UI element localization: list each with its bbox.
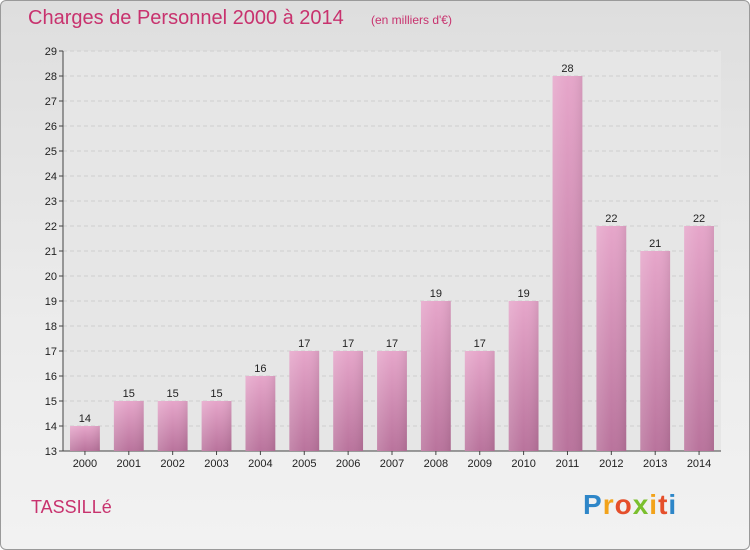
y-tick-label: 21 bbox=[45, 246, 57, 258]
data-label: 21 bbox=[649, 238, 661, 250]
bar-shine bbox=[464, 351, 495, 451]
x-tick-label: 2006 bbox=[336, 458, 360, 470]
bar-shine bbox=[640, 251, 671, 451]
logo-letter: o bbox=[614, 489, 633, 520]
data-label: 19 bbox=[517, 288, 529, 300]
data-label: 17 bbox=[474, 338, 486, 350]
data-label: 17 bbox=[298, 338, 310, 350]
x-tick-label: 2005 bbox=[292, 458, 316, 470]
y-tick-label: 17 bbox=[45, 346, 57, 358]
y-tick-label: 28 bbox=[45, 71, 57, 83]
data-label: 17 bbox=[386, 338, 398, 350]
bar-shine bbox=[552, 76, 583, 451]
y-tick-label: 16 bbox=[45, 371, 57, 383]
x-tick-label: 2002 bbox=[160, 458, 184, 470]
data-label: 15 bbox=[167, 388, 179, 400]
x-tick-label: 2000 bbox=[73, 458, 97, 470]
data-label: 17 bbox=[342, 338, 354, 350]
logo-letter: P bbox=[583, 489, 603, 520]
bar-shine bbox=[201, 401, 232, 451]
y-tick-label: 24 bbox=[45, 171, 57, 183]
x-tick-label: 2012 bbox=[599, 458, 623, 470]
y-tick-label: 22 bbox=[45, 221, 57, 233]
bar-shine bbox=[596, 226, 627, 451]
data-label: 22 bbox=[605, 213, 617, 225]
y-tick-label: 25 bbox=[45, 146, 57, 158]
commune-name: TASSILLé bbox=[31, 497, 112, 517]
y-tick-label: 13 bbox=[45, 446, 57, 458]
data-label: 15 bbox=[210, 388, 222, 400]
logo-letter: i bbox=[649, 489, 659, 520]
bar-shine bbox=[289, 351, 320, 451]
bar-shine bbox=[70, 426, 100, 451]
bar-shine bbox=[377, 351, 407, 451]
data-label: 15 bbox=[123, 388, 135, 400]
bar-shine bbox=[420, 301, 451, 451]
y-tick-label: 20 bbox=[45, 271, 57, 283]
x-tick-label: 2008 bbox=[424, 458, 448, 470]
y-tick-label: 29 bbox=[45, 46, 57, 58]
logo-letter: i bbox=[668, 489, 678, 520]
x-tick-label: 2007 bbox=[380, 458, 404, 470]
x-tick-label: 2001 bbox=[117, 458, 141, 470]
logo-letter: x bbox=[632, 489, 650, 520]
chart-subtitle: (en milliers d'€) bbox=[371, 13, 452, 27]
bar-shine bbox=[684, 226, 714, 451]
logo-letter: t bbox=[658, 489, 669, 520]
x-tick-label: 2009 bbox=[467, 458, 491, 470]
x-tick-label: 2010 bbox=[511, 458, 535, 470]
bar-shine bbox=[157, 401, 188, 451]
x-tick-label: 2003 bbox=[204, 458, 228, 470]
bar-shine bbox=[333, 351, 364, 451]
bar-shine bbox=[245, 376, 276, 451]
y-tick-label: 15 bbox=[45, 396, 57, 408]
y-tick-label: 27 bbox=[45, 96, 57, 108]
data-label: 28 bbox=[561, 63, 573, 75]
logo-letter: r bbox=[602, 489, 615, 520]
y-tick-label: 14 bbox=[45, 421, 57, 433]
x-tick-label: 2011 bbox=[556, 458, 580, 470]
x-tick-label: 2013 bbox=[643, 458, 667, 470]
bar-shine bbox=[508, 301, 539, 451]
x-tick-label: 2004 bbox=[248, 458, 272, 470]
bar-shine bbox=[113, 401, 144, 451]
proxiti-logo: Proxiti bbox=[583, 489, 677, 521]
x-tick-label: 2014 bbox=[687, 458, 711, 470]
y-tick-label: 19 bbox=[45, 296, 57, 308]
data-label: 22 bbox=[693, 213, 705, 225]
y-tick-label: 18 bbox=[45, 321, 57, 333]
data-label: 19 bbox=[430, 288, 442, 300]
chart-title: Charges de Personnel 2000 à 2014 bbox=[28, 7, 344, 29]
y-tick-label: 23 bbox=[45, 196, 57, 208]
data-label: 14 bbox=[79, 413, 91, 425]
y-tick-label: 26 bbox=[45, 121, 57, 133]
data-label: 16 bbox=[254, 363, 266, 375]
